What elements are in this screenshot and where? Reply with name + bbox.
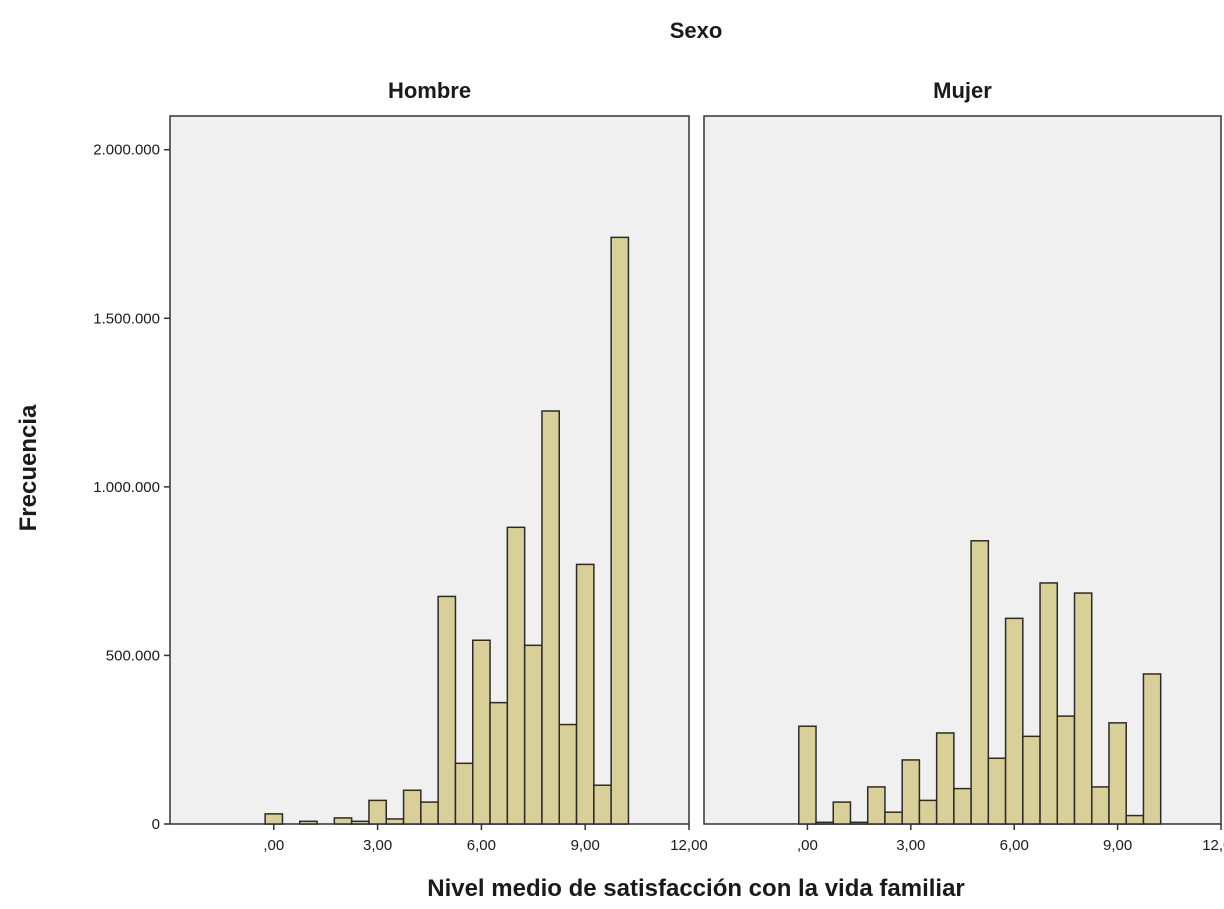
histogram-bar bbox=[935, 732, 955, 825]
histogram-bar bbox=[1091, 786, 1110, 825]
histogram-bar bbox=[1142, 673, 1162, 825]
histogram-bar bbox=[541, 410, 561, 825]
y-axis: 0 500.000 1.000.000 1.500.000 2.000.000 bbox=[93, 142, 170, 833]
histogram-bar bbox=[575, 563, 595, 825]
facet-title: Sexo bbox=[670, 18, 723, 43]
histogram-bar bbox=[866, 786, 886, 825]
plot-area-hombre bbox=[169, 115, 690, 825]
chart-panels: Hombre ,00 3,00 6,00 9,00 12,00 Mujer ,00 3,00 6,… bbox=[169, 78, 1224, 854]
histogram-bar bbox=[558, 723, 578, 825]
plot-area-mujer bbox=[703, 115, 1222, 825]
histogram-bar bbox=[970, 540, 990, 825]
x-tick-label: 9,00 bbox=[1103, 837, 1132, 854]
histogram-bar bbox=[815, 821, 834, 825]
histogram-bar bbox=[472, 639, 491, 825]
histogram-bar bbox=[1056, 715, 1076, 825]
panel-title: Hombre bbox=[388, 78, 471, 103]
histogram-bar bbox=[1125, 814, 1145, 825]
histogram-bar bbox=[1039, 582, 1059, 825]
x-tick-label: 3,00 bbox=[363, 837, 392, 854]
y-axis-title: Frecuencia bbox=[15, 404, 42, 531]
histogram-bar bbox=[350, 820, 370, 825]
x-tick-label: 6,00 bbox=[1000, 837, 1029, 854]
x-axis-title: Nivel medio de satisfacción con la vida … bbox=[427, 875, 965, 902]
histogram-bar bbox=[901, 759, 921, 825]
y-tick-label: 0 bbox=[152, 816, 160, 833]
x-tick-label: 9,00 bbox=[571, 837, 600, 854]
histogram-bar bbox=[454, 762, 474, 825]
histogram-bar bbox=[610, 236, 630, 825]
x-tick-label: 3,00 bbox=[896, 837, 925, 854]
y-tick-label: 1.000.000 bbox=[93, 479, 160, 496]
histogram-bar bbox=[1073, 592, 1093, 825]
histogram-bar bbox=[1108, 722, 1127, 825]
x-tick-label: ,00 bbox=[797, 837, 818, 854]
histogram-bar bbox=[333, 817, 353, 825]
histogram-bar bbox=[523, 644, 543, 825]
histogram-bar bbox=[1022, 735, 1041, 825]
histogram-bar bbox=[918, 799, 938, 825]
y-tick-label: 500.000 bbox=[106, 647, 160, 664]
histogram-bar bbox=[849, 821, 869, 825]
histogram-bar bbox=[798, 725, 817, 825]
panel-hombre: Hombre ,00 3,00 6,00 9,00 12,00 bbox=[169, 78, 708, 854]
panel-mujer: Mujer ,00 3,00 6,00 9,00 12,00 bbox=[703, 78, 1224, 854]
histogram-bar bbox=[832, 801, 852, 825]
histogram-bar bbox=[299, 820, 318, 825]
x-tick-label: 12,00 bbox=[670, 837, 708, 854]
histogram-bar bbox=[506, 526, 526, 825]
histogram-bar bbox=[1004, 617, 1024, 825]
panel-title: Mujer bbox=[933, 78, 992, 103]
histogram-bar bbox=[402, 789, 422, 825]
histogram-bar bbox=[264, 813, 284, 825]
histogram-bar bbox=[420, 801, 439, 825]
histogram-bar bbox=[987, 757, 1007, 825]
x-tick-label: ,00 bbox=[263, 837, 284, 854]
histogram-bar bbox=[489, 701, 509, 825]
y-tick-label: 1.500.000 bbox=[93, 310, 160, 327]
x-tick-label: 12,00 bbox=[1202, 837, 1224, 854]
histogram-bar bbox=[385, 818, 405, 825]
x-tick-label: 6,00 bbox=[467, 837, 496, 854]
histogram-bar bbox=[368, 799, 388, 825]
histogram-bar bbox=[884, 811, 903, 825]
y-tick-label: 2.000.000 bbox=[93, 142, 160, 159]
histogram-bar bbox=[593, 784, 612, 825]
histogram-bar bbox=[953, 787, 972, 825]
histogram-bar bbox=[437, 595, 457, 825]
